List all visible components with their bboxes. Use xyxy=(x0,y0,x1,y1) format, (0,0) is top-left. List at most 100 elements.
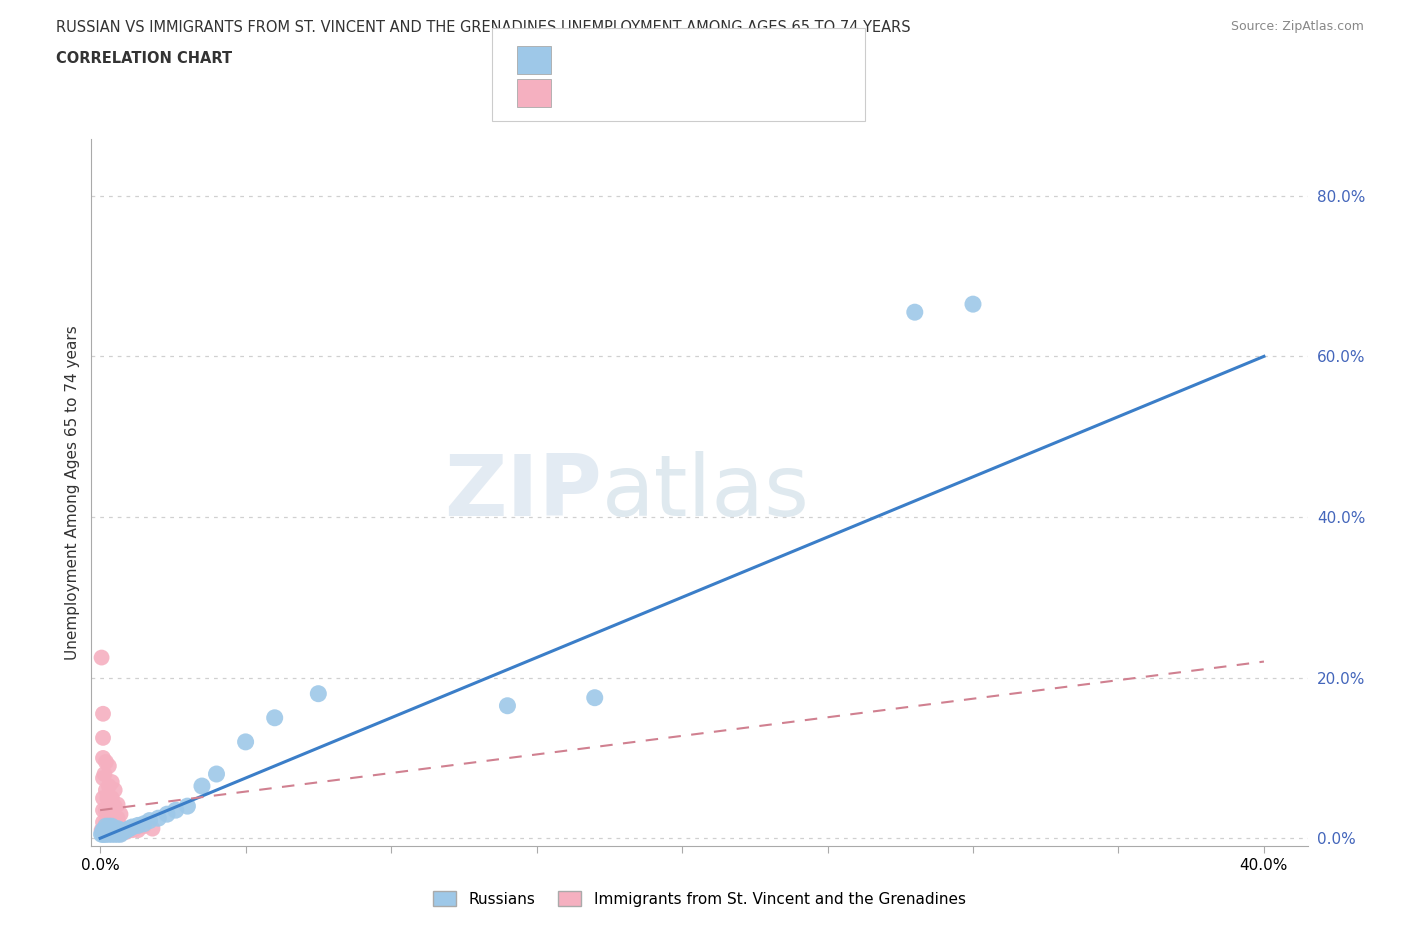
Point xyxy=(97,827,120,842)
Point xyxy=(107,821,129,836)
Point xyxy=(205,766,228,781)
Point xyxy=(110,806,132,821)
Point xyxy=(91,823,114,838)
Legend: Russians, Immigrants from St. Vincent and the Grenadines: Russians, Immigrants from St. Vincent an… xyxy=(427,884,972,913)
Point xyxy=(156,806,179,821)
Point xyxy=(94,783,117,798)
Point xyxy=(904,305,927,320)
Point xyxy=(132,817,155,831)
Point xyxy=(141,821,163,836)
Point xyxy=(97,778,120,793)
Point xyxy=(110,827,132,842)
Point xyxy=(91,827,114,842)
Point xyxy=(107,797,129,812)
Point xyxy=(100,818,122,833)
Point xyxy=(112,824,135,839)
Text: ZIP: ZIP xyxy=(444,451,602,535)
Point xyxy=(165,803,187,817)
Point xyxy=(93,766,115,781)
Point xyxy=(104,827,127,842)
Point xyxy=(94,818,117,833)
Point xyxy=(97,806,120,821)
Text: atlas: atlas xyxy=(602,451,810,535)
Point xyxy=(235,735,257,750)
Point xyxy=(118,821,141,836)
Point xyxy=(110,823,132,838)
Point xyxy=(127,818,149,833)
Point xyxy=(124,821,146,836)
Point xyxy=(97,818,120,833)
Point xyxy=(104,811,127,826)
Point xyxy=(107,827,129,842)
Point xyxy=(96,790,118,805)
Point xyxy=(90,827,112,842)
Point xyxy=(97,823,120,838)
Point xyxy=(100,827,122,842)
Point xyxy=(962,297,984,312)
Point xyxy=(110,818,132,833)
Point xyxy=(107,821,129,836)
Point xyxy=(127,823,149,838)
Point xyxy=(121,819,143,834)
Point xyxy=(100,823,122,838)
Text: R =  0.819    N =  39: R = 0.819 N = 39 xyxy=(564,51,737,70)
Point xyxy=(94,823,117,838)
Point xyxy=(107,811,129,826)
Point xyxy=(112,823,135,838)
Point xyxy=(107,827,129,842)
Point xyxy=(94,754,117,769)
Point xyxy=(91,751,114,765)
Y-axis label: Unemployment Among Ages 65 to 74 years: Unemployment Among Ages 65 to 74 years xyxy=(65,326,80,660)
Point xyxy=(91,815,114,830)
Point xyxy=(94,827,117,842)
Point xyxy=(93,827,115,842)
Point xyxy=(132,818,155,833)
Point xyxy=(118,823,141,838)
Point xyxy=(100,815,122,830)
Point xyxy=(176,799,198,814)
Point xyxy=(91,827,114,842)
Point xyxy=(91,771,114,786)
Point xyxy=(100,823,122,838)
Point xyxy=(496,698,519,713)
Point xyxy=(91,730,114,745)
Point xyxy=(94,815,117,830)
Point xyxy=(115,824,138,839)
Point xyxy=(97,827,120,842)
Point xyxy=(263,711,285,725)
Point xyxy=(104,823,127,838)
Point xyxy=(91,823,114,838)
Point xyxy=(100,775,122,790)
Point xyxy=(97,817,120,831)
Point xyxy=(97,823,120,838)
Point xyxy=(97,794,120,809)
Point xyxy=(94,827,117,842)
Point xyxy=(121,823,143,838)
Point xyxy=(104,783,127,798)
Text: R =  0.048    N =  52: R = 0.048 N = 52 xyxy=(564,84,737,102)
Text: Source: ZipAtlas.com: Source: ZipAtlas.com xyxy=(1230,20,1364,33)
Point xyxy=(91,803,114,817)
Point xyxy=(100,790,122,805)
Point xyxy=(91,707,114,722)
Point xyxy=(138,813,160,828)
Text: CORRELATION CHART: CORRELATION CHART xyxy=(56,51,232,66)
Point xyxy=(100,827,122,842)
Point xyxy=(97,759,120,774)
Point xyxy=(191,778,214,793)
Point xyxy=(104,827,127,842)
Point xyxy=(90,650,112,665)
Point xyxy=(583,690,606,705)
Point xyxy=(100,803,122,817)
Point xyxy=(148,811,170,826)
Point xyxy=(90,823,112,838)
Point xyxy=(104,821,127,836)
Point xyxy=(110,827,132,842)
Point xyxy=(115,823,138,838)
Point xyxy=(91,790,114,805)
Point xyxy=(94,803,117,817)
Text: RUSSIAN VS IMMIGRANTS FROM ST. VINCENT AND THE GRENADINES UNEMPLOYMENT AMONG AGE: RUSSIAN VS IMMIGRANTS FROM ST. VINCENT A… xyxy=(56,20,911,35)
Point xyxy=(104,799,127,814)
Point xyxy=(307,686,329,701)
Point xyxy=(94,823,117,838)
